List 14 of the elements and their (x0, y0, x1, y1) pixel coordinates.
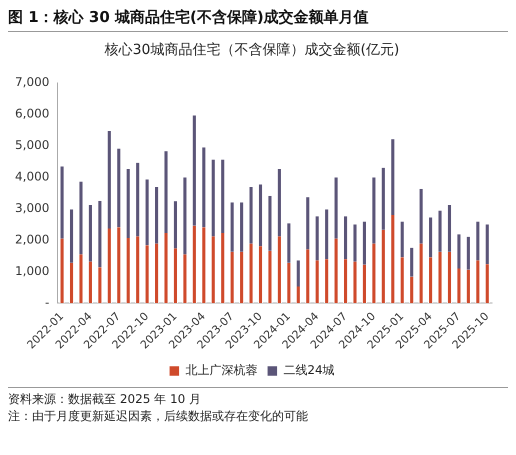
y-tick-label: 6,000 (14, 106, 50, 120)
text: 注：由于月度更新延迟因素，后续数据或存在变化的可能 (8, 408, 309, 425)
chart-title: 图 1：核心 30 城商品住宅(不含保障)成交金额单月值 (8, 8, 508, 32)
y-tick-label: 7,000 (14, 74, 50, 89)
y-tick-label: 4,000 (14, 169, 50, 184)
y-tick-label: 5,000 (14, 138, 50, 152)
y-tick-label: - (45, 295, 50, 310)
chart-subtitle: 核心30城商品住宅（不含保障）成交金额(亿元) (104, 42, 400, 58)
legend-label: 北上广深杭蓉 (185, 363, 258, 378)
legend-label: 二线24城 (283, 363, 335, 378)
text: 资料来源：数据截至 2025 年 10 月 (8, 391, 202, 408)
y-tick-label: 3,000 (14, 200, 50, 215)
y-tick-label: 1,000 (14, 264, 50, 278)
y-tick-label: 2,000 (14, 232, 50, 246)
